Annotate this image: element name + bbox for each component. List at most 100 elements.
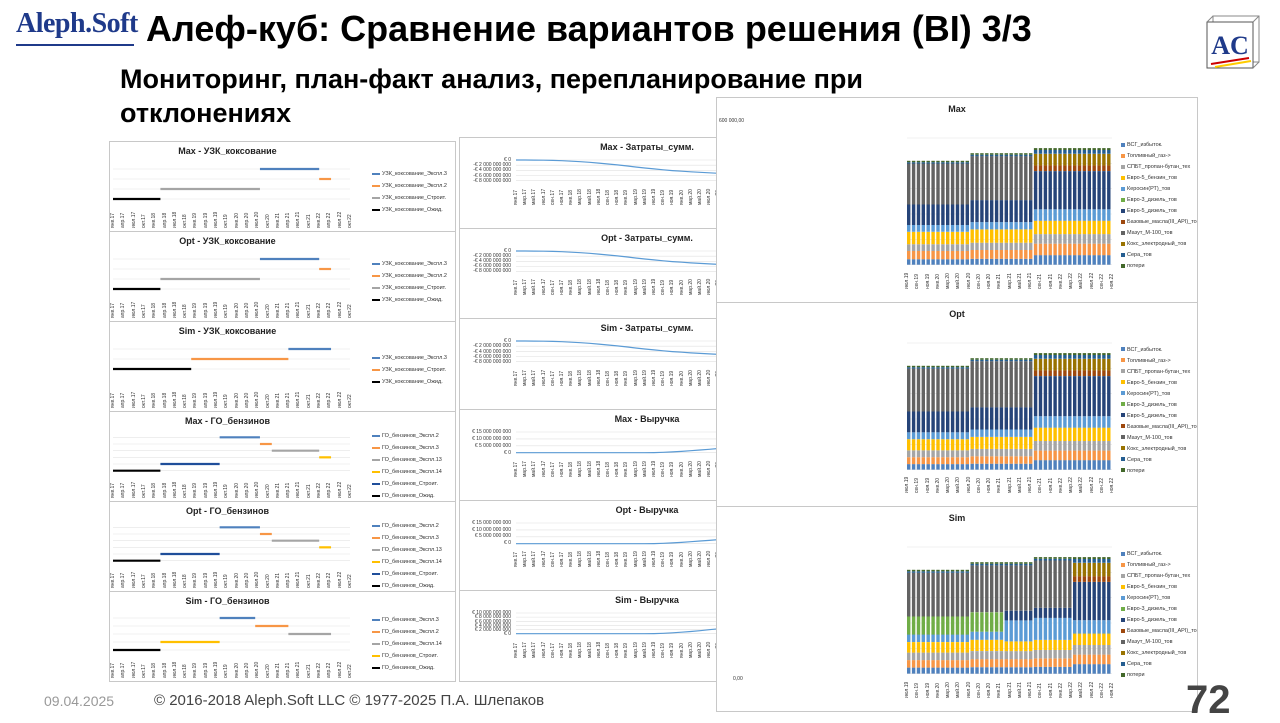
- bar-segment: [950, 244, 955, 251]
- gantt-plot: [113, 167, 350, 201]
- legend-swatch: [372, 196, 380, 199]
- legend-item: ГО_бензинов_Экспл.3: [372, 617, 442, 623]
- legend-swatch: [372, 286, 380, 289]
- bar-segment: [1087, 243, 1091, 256]
- bar-segment: [907, 573, 911, 617]
- bar-segment: [1092, 620, 1096, 634]
- bar-segment: [1102, 582, 1106, 621]
- bar-segment: [994, 153, 999, 155]
- bar-segment: [1033, 153, 1038, 166]
- bar-segment: [994, 156, 999, 201]
- bar-segment: [1077, 664, 1082, 675]
- bar-segment: [1038, 640, 1043, 651]
- legend-label: Топливный_газ->: [1127, 357, 1171, 364]
- bar-segment: [970, 250, 974, 259]
- x-tick-label: янв.20: [233, 212, 240, 228]
- bar-segment: [1004, 429, 1008, 437]
- x-tick-label: апр.20: [243, 572, 250, 588]
- bar-segment: [960, 573, 965, 617]
- bar-segment: [1004, 667, 1008, 675]
- bar-segment: [1053, 165, 1057, 171]
- legend-label: УЗК_коксование_Экспл.3: [382, 261, 447, 267]
- bar-segment: [950, 231, 955, 245]
- legend-label: Керосин(РТ)_тов: [1127, 186, 1171, 192]
- x-tick-label: янв.17: [513, 461, 519, 477]
- bar-segment: [1019, 651, 1023, 660]
- legend-swatch: [372, 654, 380, 657]
- bar-segment: [999, 562, 1004, 565]
- bar-segment: [1033, 415, 1038, 428]
- bar-segment: [999, 463, 1004, 470]
- legend-label: ГО_бензинов_Ожид.: [382, 583, 435, 589]
- x-tick-label: мар.22: [1068, 477, 1074, 494]
- bar-segment: [980, 156, 984, 201]
- x-tick-label: сен.21: [1037, 478, 1044, 494]
- x-tick-label: апр.19: [202, 572, 209, 588]
- bar-segment: [1077, 352, 1082, 355]
- bar-segment: [1102, 165, 1106, 171]
- bar-segment: [965, 366, 969, 369]
- x-tick-label: май.19: [641, 460, 648, 477]
- bar-segment: [1102, 255, 1106, 265]
- legend-label: УЗК_коксование_Строит.: [382, 285, 447, 291]
- bar-segment: [1107, 459, 1111, 470]
- bar-segment: [999, 222, 1004, 230]
- bar-segment: [980, 258, 984, 265]
- bar-segment: [1073, 209, 1077, 221]
- bar-segment: [1073, 415, 1077, 428]
- bar-segment: [985, 659, 989, 668]
- bar-segment: [1053, 559, 1057, 561]
- bar-segment: [1102, 576, 1106, 583]
- bar-segment: [1068, 618, 1072, 641]
- x-tick-label: апр.20: [243, 482, 250, 498]
- x-tick-label: май.19: [641, 279, 648, 296]
- bar-segment: [1077, 375, 1082, 416]
- x-tick-label: ноя.19: [669, 642, 676, 658]
- bar-segment: [1107, 165, 1111, 171]
- bar-segment: [975, 659, 979, 668]
- bar-segment: [1107, 633, 1111, 646]
- bar-segment: [1029, 360, 1033, 407]
- chart-title: Opt - УЗК_коксование: [179, 236, 276, 246]
- bar-segment: [1107, 563, 1111, 577]
- x-tick-label: май.17: [531, 460, 538, 477]
- bar-segment: [950, 449, 955, 457]
- bar-segment: [1092, 234, 1096, 244]
- bar-segment: [1073, 150, 1077, 154]
- bar-segment: [980, 222, 984, 230]
- x-tick-label: янв.19: [623, 552, 630, 568]
- bar-segment: [921, 160, 925, 163]
- y-tick-label: -€ 4 000 000 000: [473, 257, 511, 264]
- legend-label: Керосин(РТ)_тов: [1127, 595, 1171, 602]
- x-tick-label: сен.20: [975, 682, 982, 698]
- x-tick-label: ноя.18: [614, 552, 621, 568]
- bar-segment: [1024, 153, 1028, 155]
- bar-segment: [1092, 459, 1096, 470]
- bar-segment: [985, 565, 989, 613]
- legend-item: потери: [1121, 672, 1197, 678]
- bar-segment: [1087, 654, 1091, 665]
- bar-segment: [994, 250, 999, 259]
- bar-segment: [1058, 255, 1062, 265]
- bar-segment: [1077, 234, 1082, 244]
- bar-segment: [946, 570, 950, 572]
- legend-swatch: [1121, 230, 1125, 235]
- x-tick-label: мар.20: [687, 460, 694, 477]
- x-tick-label: июл.18: [595, 369, 602, 386]
- x-tick-label: мар.18: [577, 279, 584, 296]
- bar-segment: [1082, 582, 1087, 621]
- bar-segment: [936, 431, 940, 439]
- bar-segment: [1019, 359, 1023, 361]
- bar-segment: [970, 153, 974, 155]
- bar-segment: [1004, 200, 1008, 223]
- bar-segment: [990, 632, 994, 641]
- bar-segment: [975, 229, 979, 243]
- chart-title: Max: [948, 104, 966, 114]
- bar-segment: [955, 259, 960, 265]
- bar-segment: [985, 667, 989, 675]
- x-tick-label: окт.18: [182, 214, 189, 228]
- legend-swatch: [1121, 252, 1125, 257]
- gantt-chart-panel: Max - УЗК_коксование УЗК_коксование_Экспл…: [109, 141, 456, 232]
- x-tick-label: мар.21: [1006, 477, 1013, 494]
- bar-segment: [965, 231, 969, 245]
